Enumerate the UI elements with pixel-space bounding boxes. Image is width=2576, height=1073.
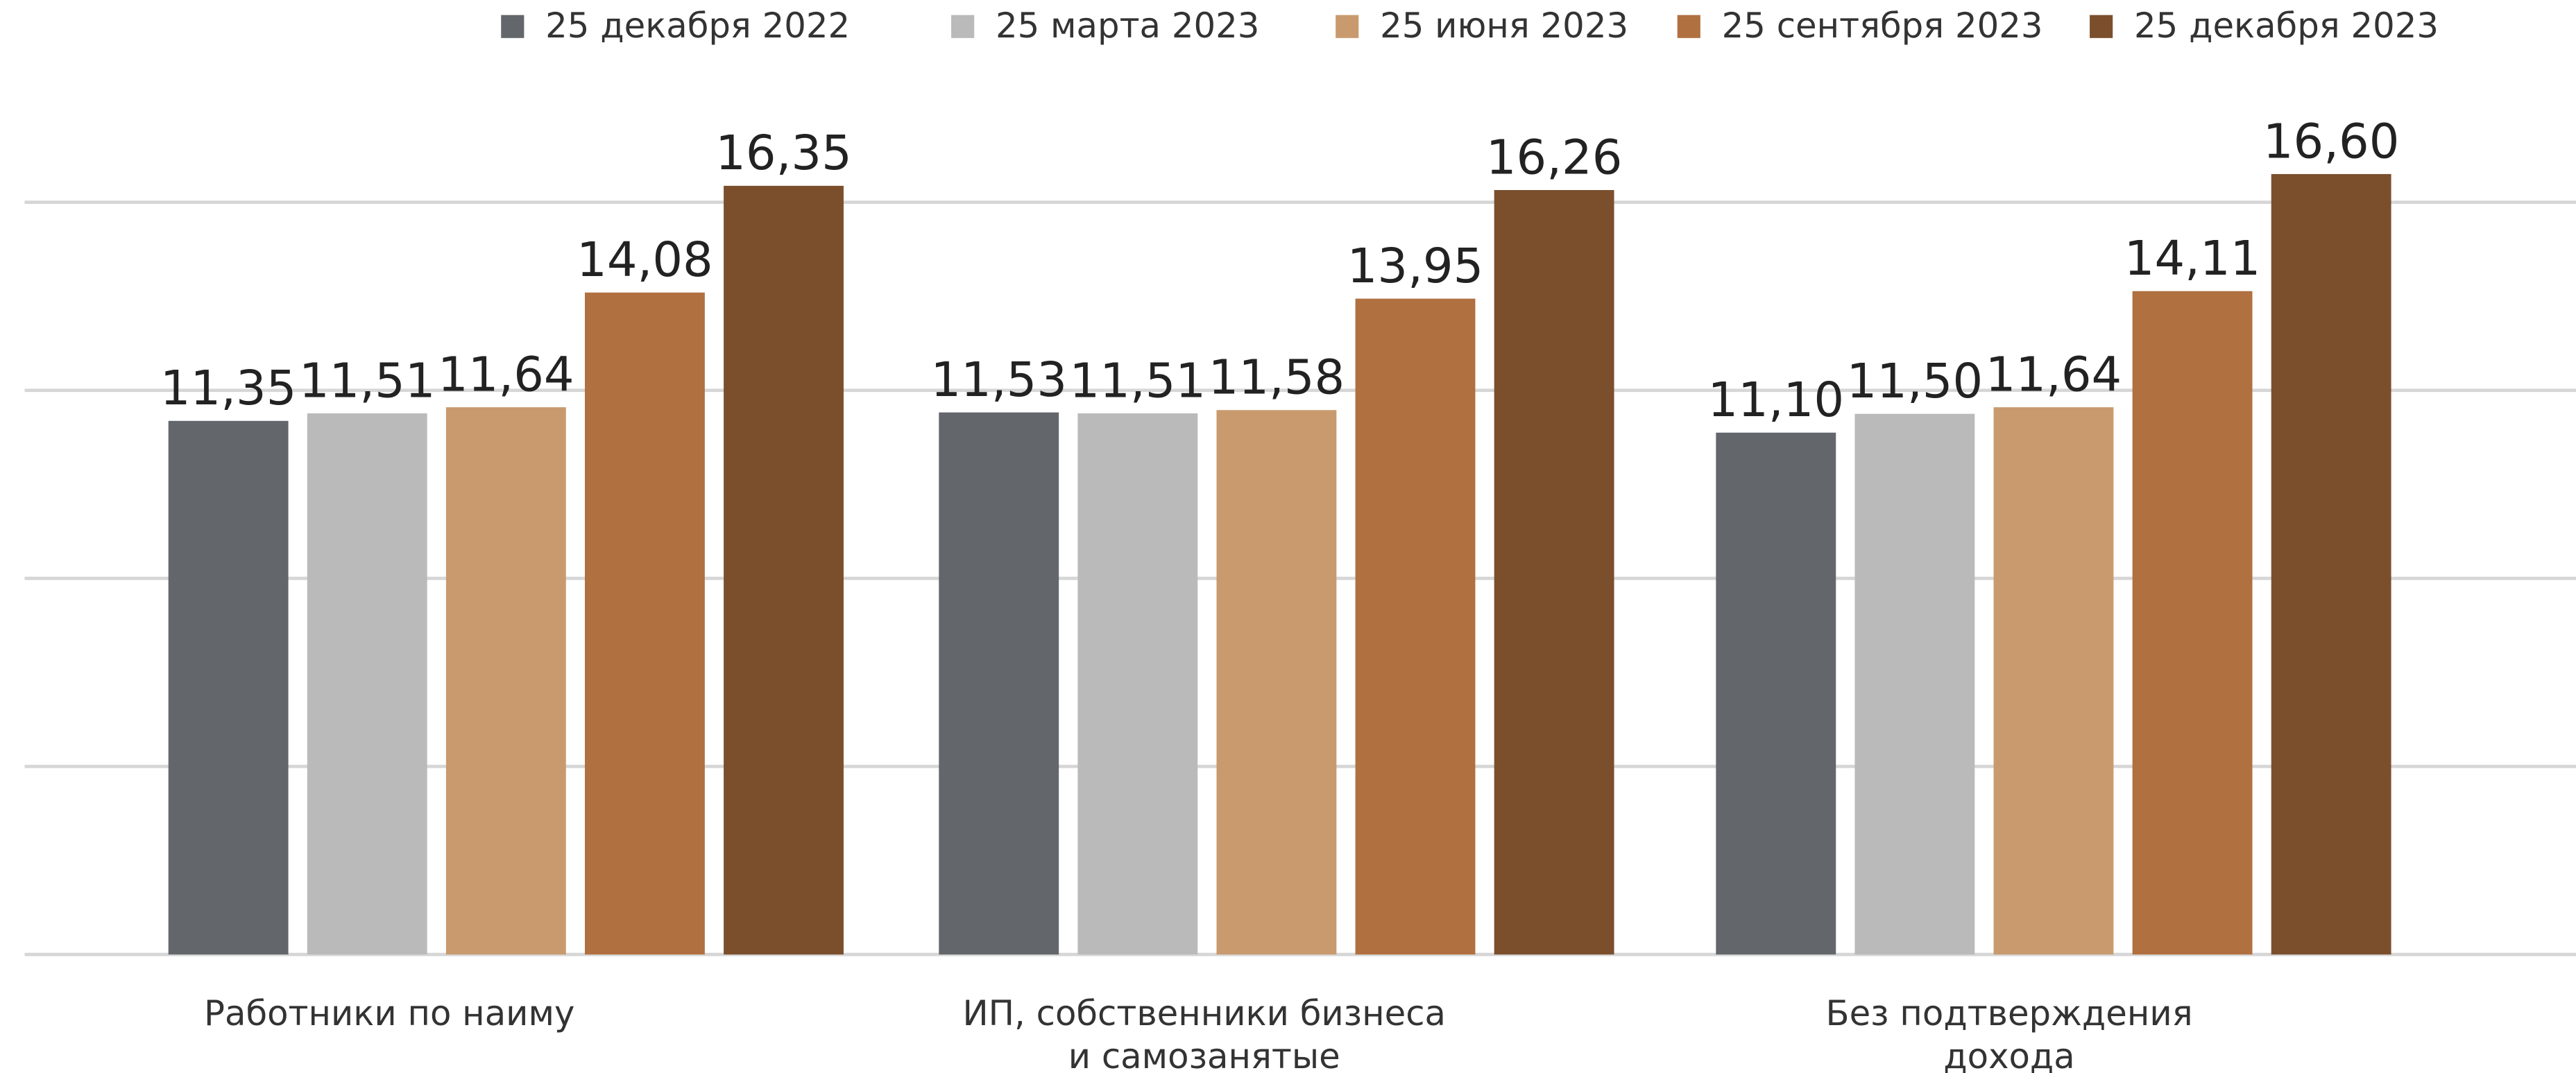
legend-label: 25 декабря 2022 <box>545 6 850 46</box>
bar <box>1355 298 1476 955</box>
data-label: 16,26 <box>1486 130 1623 185</box>
bar <box>939 412 1059 955</box>
data-label: 11,10 <box>1708 372 1845 428</box>
legend-label: 25 сентября 2023 <box>1722 6 2043 46</box>
bar <box>168 420 289 955</box>
data-label: 11,51 <box>1070 353 1206 409</box>
data-label: 16,35 <box>715 126 852 181</box>
bar <box>2132 291 2253 955</box>
bar <box>1854 413 1975 955</box>
bar <box>307 413 427 955</box>
legend-label: 25 июня 2023 <box>1380 6 1628 46</box>
bar <box>1993 407 2114 955</box>
bar <box>1216 410 1337 955</box>
data-label: 11,64 <box>1986 347 2122 402</box>
data-label: 14,08 <box>577 232 713 288</box>
data-label: 13,95 <box>1347 239 1484 294</box>
legend-swatch <box>1336 15 1359 38</box>
legend-label: 25 марта 2023 <box>996 6 1259 46</box>
bar <box>585 292 705 955</box>
x-tick-label: ИП, собственники бизнеса и самозанятые <box>962 993 1446 1073</box>
data-label: 11,50 <box>1847 354 1984 409</box>
legend-swatch <box>2090 15 2113 38</box>
data-label: 11,35 <box>160 361 297 416</box>
bar <box>1716 432 1836 955</box>
data-label: 16,60 <box>2263 114 2400 169</box>
data-label: 11,58 <box>1209 350 1345 406</box>
legend-swatch <box>1677 15 1700 38</box>
data-label: 11,53 <box>930 352 1067 408</box>
data-label: 11,51 <box>299 353 436 409</box>
bar <box>445 407 566 955</box>
legend-label: 25 декабря 2023 <box>2134 6 2439 46</box>
x-tick-label: Работники по наиму <box>204 993 574 1033</box>
data-label: 14,11 <box>2124 231 2261 286</box>
bar <box>1077 413 1198 955</box>
data-label: 11,64 <box>438 347 574 402</box>
bar <box>2271 173 2391 955</box>
bar <box>724 185 844 955</box>
legend-swatch <box>951 15 975 38</box>
legend-swatch <box>501 15 524 38</box>
bar <box>1494 189 1614 955</box>
x-tick-label: Без подтверждения дохода <box>1825 993 2192 1073</box>
